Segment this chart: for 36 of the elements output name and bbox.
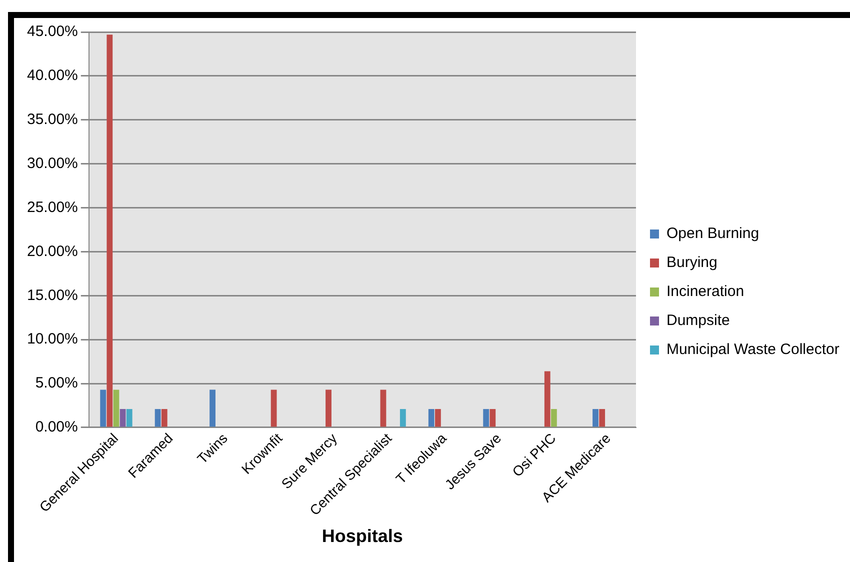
bar	[120, 409, 126, 427]
bar	[434, 409, 441, 427]
bar	[154, 409, 161, 427]
y-tick-label: 0.00%	[35, 418, 78, 436]
bar	[106, 34, 113, 427]
y-tick-label: 20.00%	[27, 242, 78, 260]
legend-label: Municipal Waste Collector	[666, 341, 840, 358]
y-tick-label: 10.00%	[27, 330, 78, 348]
y-tick-label: 35.00%	[27, 111, 78, 128]
y-tick-label: 40.00%	[27, 67, 78, 84]
legend-label: Burying	[666, 254, 718, 272]
legend-label: Open Burning	[666, 225, 760, 242]
bar	[161, 409, 168, 427]
bar	[380, 390, 386, 427]
bar	[599, 409, 606, 427]
y-tick-label: 30.00%	[27, 154, 78, 172]
y-tick-label: 25.00%	[27, 198, 78, 216]
bar	[490, 409, 496, 427]
y-tick-label: 45.00%	[27, 23, 78, 40]
bar	[326, 390, 332, 427]
legend-label: Dumpsite	[666, 312, 730, 330]
bar	[400, 409, 406, 427]
bar	[428, 409, 434, 427]
y-tick-label: 15.00%	[27, 286, 78, 304]
bar	[126, 409, 132, 427]
legend-label: Incineration	[666, 283, 744, 300]
bar	[592, 409, 598, 427]
bar	[483, 409, 490, 427]
bar	[544, 371, 550, 427]
bar	[550, 409, 557, 427]
bar	[100, 390, 106, 427]
y-tick-label: 5.00%	[35, 374, 78, 392]
bar	[113, 390, 120, 427]
x-axis-title: Hospitals	[322, 526, 403, 546]
bar	[270, 390, 277, 427]
bar	[210, 390, 216, 427]
